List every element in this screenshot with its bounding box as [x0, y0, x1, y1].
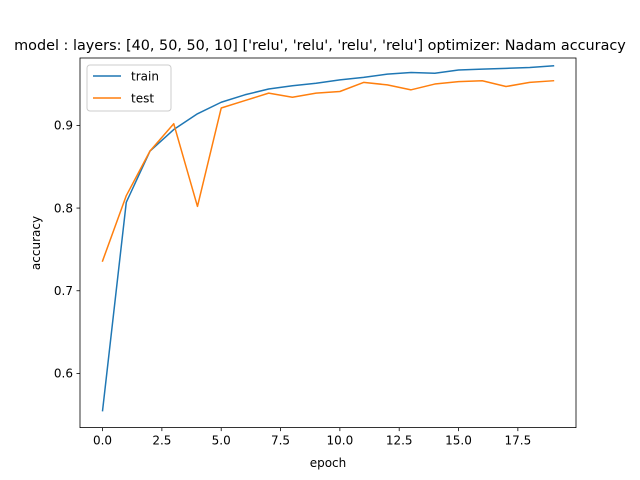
chart-title: model : layers: [40, 50, 50, 10] ['relu'… [14, 38, 626, 54]
y-tick-label: 0.8 [54, 201, 73, 215]
legend-label-test: test [131, 91, 154, 105]
x-tick-label: 2.5 [152, 434, 171, 448]
y-tick-label: 0.6 [54, 367, 73, 381]
legend: train test [86, 64, 172, 112]
y-axis-label: accuracy [29, 216, 43, 270]
x-tick-label: 17.5 [504, 434, 531, 448]
x-tick-label: 0.0 [93, 434, 112, 448]
series-line-train [101, 65, 555, 412]
x-tick-label: 15.0 [445, 434, 472, 448]
y-tick-label: 0.9 [54, 119, 73, 133]
series-line-test [101, 79, 555, 262]
x-tick-label: 10.0 [327, 434, 354, 448]
y-tick-label: 0.7 [54, 284, 73, 298]
x-axis: 0.0 2.5 5.0 7.5 10.0 12.5 15.0 17.5 [93, 427, 531, 448]
x-tick-label: 5.0 [212, 434, 231, 448]
series-lines [101, 65, 555, 412]
legend-label-train: train [131, 69, 159, 83]
x-tick-label: 12.5 [386, 434, 413, 448]
x-axis-label: epoch [310, 456, 347, 470]
x-tick-label: 7.5 [271, 434, 290, 448]
y-axis: 0.6 0.7 0.8 0.9 [54, 119, 80, 381]
plot-frame [79, 57, 577, 429]
